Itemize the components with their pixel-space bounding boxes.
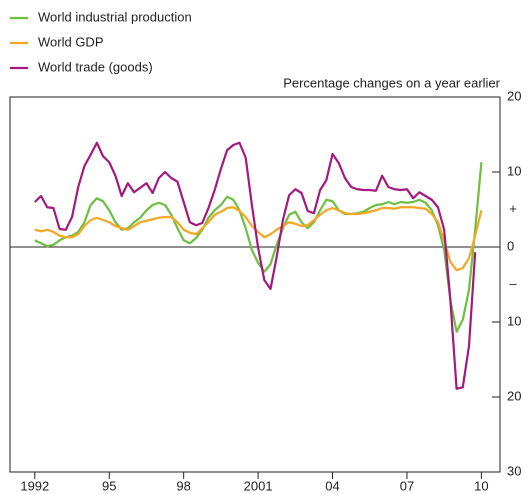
- legend-label: World GDP: [38, 34, 104, 49]
- legend-label: World industrial production: [38, 9, 192, 24]
- axis-label: Percentage changes on a year earlier: [283, 75, 500, 90]
- sign-label: +: [509, 201, 517, 216]
- x-tick-label: 07: [400, 478, 414, 493]
- x-tick-label: 95: [102, 478, 116, 493]
- x-tick-label: 2001: [244, 478, 273, 493]
- x-tick-label: 04: [325, 478, 339, 493]
- data-line: [34, 141, 477, 390]
- data-line: [34, 162, 483, 333]
- y-tick-label: 10: [507, 163, 521, 178]
- sign-label: –: [509, 276, 517, 291]
- y-tick-label: 30: [507, 463, 521, 478]
- y-tick-label: 20: [507, 388, 521, 403]
- x-tick-label: 98: [176, 478, 190, 493]
- legend-label: World trade (goods): [38, 59, 153, 74]
- x-tick-label: 1992: [20, 478, 49, 493]
- y-tick-label: 20: [507, 88, 521, 103]
- x-tick-label: 10: [474, 478, 488, 493]
- data-line: [34, 206, 483, 272]
- plot-frame: [9, 96, 501, 473]
- y-tick-label: 10: [507, 313, 521, 328]
- y-tick-label: 0: [507, 238, 514, 253]
